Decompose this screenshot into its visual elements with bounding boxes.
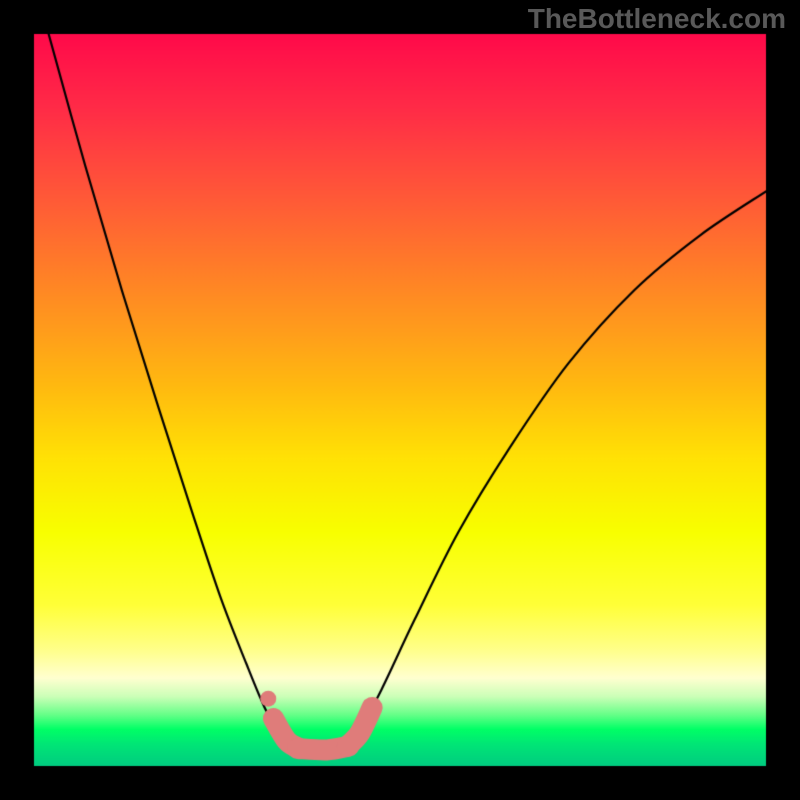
chart-container: TheBottleneck.com: [0, 0, 800, 800]
bottleneck-chart-canvas: [0, 0, 800, 800]
watermark-text: TheBottleneck.com: [528, 3, 786, 35]
